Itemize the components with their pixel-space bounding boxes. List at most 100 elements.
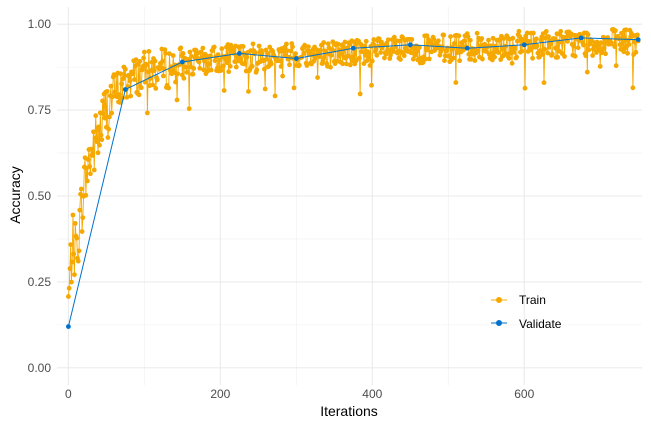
- train-point: [78, 186, 84, 192]
- train-point: [506, 55, 512, 61]
- train-point: [625, 50, 630, 56]
- train-point: [499, 46, 505, 52]
- train-point: [231, 47, 237, 53]
- train-point: [227, 63, 233, 69]
- train-point: [145, 110, 150, 116]
- y-tick-label: 0.00: [28, 361, 52, 375]
- train-point: [130, 71, 136, 77]
- train-point: [509, 60, 515, 66]
- train-point: [601, 45, 607, 51]
- train-point: [442, 58, 447, 63]
- train-point: [180, 51, 186, 56]
- train-point: [393, 44, 399, 50]
- train-point: [116, 92, 122, 98]
- train-point: [542, 46, 548, 52]
- train-point: [186, 106, 192, 112]
- train-point: [94, 139, 99, 144]
- train-point: [197, 65, 203, 71]
- train-point: [417, 45, 422, 50]
- train-point: [350, 54, 356, 60]
- train-point: [366, 51, 372, 56]
- train-point: [435, 38, 441, 44]
- train-point: [150, 82, 156, 88]
- legend-item-validate: Validate: [491, 317, 562, 331]
- train-point: [163, 50, 169, 56]
- train-point: [468, 56, 474, 62]
- train-point: [620, 34, 626, 39]
- train-point: [431, 36, 437, 42]
- train-point: [586, 47, 592, 53]
- train-point: [322, 55, 327, 60]
- train-point: [398, 57, 403, 62]
- train-point: [325, 41, 331, 47]
- train-point: [212, 58, 218, 64]
- train-point: [467, 37, 473, 43]
- train-point: [242, 61, 248, 67]
- validate-point: [122, 87, 128, 92]
- train-point: [190, 71, 196, 77]
- train-point: [98, 132, 104, 138]
- train-point: [96, 124, 102, 130]
- train-point: [97, 142, 102, 148]
- train-point: [181, 75, 187, 81]
- train-point: [410, 56, 416, 62]
- train-point: [151, 68, 157, 73]
- train-point: [466, 51, 472, 57]
- train-point: [84, 178, 90, 184]
- train-point: [530, 55, 535, 61]
- train-point: [280, 73, 286, 79]
- train-point: [572, 53, 578, 59]
- legend: Train Validate: [491, 293, 562, 331]
- train-point: [571, 43, 577, 49]
- train-point: [160, 73, 166, 79]
- train-point: [291, 85, 297, 91]
- train-point: [104, 88, 110, 94]
- train-point: [175, 71, 181, 77]
- train-point: [383, 51, 389, 57]
- train-point: [609, 40, 615, 46]
- train-point: [265, 50, 270, 56]
- y-tick-label: 0.75: [28, 103, 52, 117]
- train-point: [178, 45, 184, 51]
- train-point: [80, 215, 86, 221]
- train-point: [603, 51, 608, 57]
- train-point: [585, 32, 591, 38]
- train-point: [515, 38, 520, 44]
- train-point: [144, 62, 150, 67]
- train-point: [630, 85, 636, 91]
- train-point: [228, 42, 234, 48]
- train-point: [88, 146, 94, 152]
- train-point: [117, 100, 123, 105]
- train-point: [519, 48, 525, 54]
- validate-point: [521, 42, 527, 48]
- train-point: [106, 126, 112, 132]
- train-point: [72, 272, 77, 278]
- train-point: [141, 55, 147, 61]
- train-point: [246, 89, 251, 94]
- train-point: [191, 65, 197, 71]
- train-point: [126, 74, 132, 80]
- train-point: [119, 81, 124, 87]
- train-point: [208, 53, 213, 59]
- train-point: [448, 34, 453, 39]
- legend-label-train: Train: [519, 293, 546, 307]
- train-point: [461, 38, 467, 44]
- train-point: [414, 48, 420, 54]
- train-point: [391, 34, 397, 40]
- train-point: [146, 49, 152, 54]
- train-point: [626, 42, 632, 47]
- train-point: [486, 37, 491, 43]
- train-point: [328, 64, 333, 70]
- legend-key-train-marker: [496, 297, 502, 303]
- train-point: [425, 47, 431, 53]
- train-point: [612, 44, 618, 49]
- train-point: [66, 294, 71, 299]
- train-point: [183, 64, 189, 70]
- train-point: [558, 28, 564, 34]
- train-point: [613, 63, 619, 69]
- train-point: [424, 33, 430, 39]
- train-point: [374, 52, 380, 58]
- train-point: [598, 40, 604, 46]
- validate-point: [578, 35, 584, 41]
- train-point: [118, 71, 124, 77]
